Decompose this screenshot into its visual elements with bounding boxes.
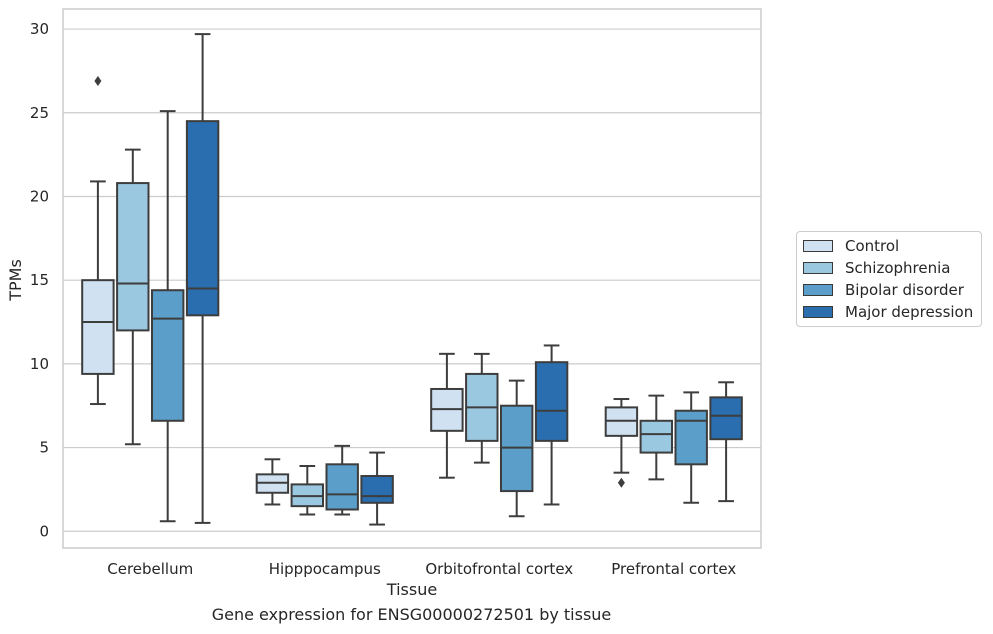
x-tick-label: Orbitofrontal cortex [425, 560, 573, 578]
box-rect [116, 182, 150, 332]
box-major-depression [534, 344, 569, 506]
y-axis-label: TPMs [6, 259, 25, 302]
y-tick-labels: 0 5 10 15 20 25 30 [30, 20, 49, 540]
x-tick-labels: Cerebellum Hipppocampus Orbitofrontal cort… [107, 560, 736, 578]
x-axis-label: Tissue [386, 580, 437, 599]
legend-label-control: Control [845, 237, 900, 255]
box-control [255, 458, 290, 506]
box-rect [81, 279, 115, 375]
box-control [81, 75, 115, 406]
boxes [81, 33, 743, 526]
outlier-point [617, 477, 625, 488]
box-bipolar-disorder [325, 444, 359, 516]
legend-label-schizophrenia: Schizophrenia [845, 259, 951, 277]
legend-label-major-depression: Major depression [845, 303, 974, 321]
box-rect [534, 361, 569, 442]
box-schizophrenia [639, 394, 674, 481]
box-bipolar-disorder [499, 379, 534, 518]
box-schizophrenia [465, 352, 499, 464]
box-rect [709, 396, 743, 441]
box-rect [360, 475, 394, 504]
x-tick-label: Hipppocampus [269, 560, 381, 578]
box-schizophrenia [116, 148, 150, 446]
box-bipolar-disorder [150, 110, 185, 523]
legend-swatch-control [803, 240, 833, 252]
y-tick-label: 30 [30, 20, 49, 38]
box-rect [325, 463, 359, 511]
box-control [430, 352, 464, 479]
outlier-point [94, 75, 102, 86]
box-schizophrenia [290, 464, 325, 516]
box-bipolar-disorder [674, 391, 708, 504]
x-tick-label: Cerebellum [107, 560, 193, 578]
box-rect [150, 289, 185, 422]
chart-caption: Gene expression for ENSG00000272501 by t… [211, 605, 612, 624]
y-tick-label: 20 [30, 187, 49, 205]
legend: Control Schizophrenia Bipolar disorder M… [796, 231, 982, 327]
box-rect [674, 409, 708, 466]
plot-frame [62, 8, 762, 549]
box-major-depression [709, 381, 743, 503]
legend-label-bipolar-disorder: Bipolar disorder [845, 281, 964, 299]
x-tick-label: Prefrontal cortex [611, 560, 736, 578]
box-major-depression [360, 451, 394, 526]
y-tick-label: 5 [39, 439, 49, 457]
legend-item-control: Control [803, 236, 899, 256]
y-tick-label: 0 [39, 522, 49, 540]
y-tick-label: 10 [30, 355, 49, 373]
legend-item-major-depression: Major depression [803, 302, 973, 322]
legend-swatch-major-depression [803, 306, 833, 318]
legend-swatch-schizophrenia [803, 262, 833, 274]
y-tick-label: 15 [30, 271, 49, 289]
box-rect [639, 419, 674, 454]
y-tick-label: 25 [30, 104, 49, 122]
legend-item-bipolar-disorder: Bipolar disorder [803, 280, 964, 300]
legend-swatch-bipolar-disorder [803, 284, 833, 296]
legend-item-schizophrenia: Schizophrenia [803, 258, 950, 278]
box-major-depression [185, 33, 220, 524]
box-control [604, 398, 639, 488]
box-rect [185, 120, 220, 317]
